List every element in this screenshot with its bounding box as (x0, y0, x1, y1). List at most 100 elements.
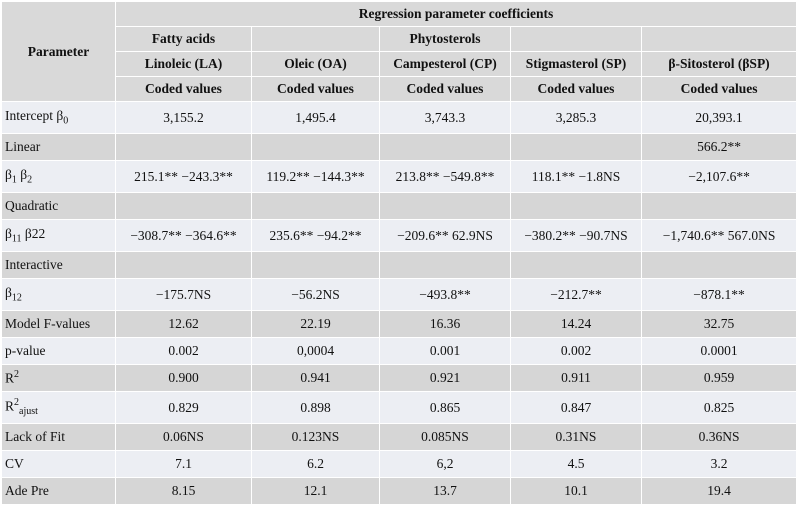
label-part: 2 (14, 369, 20, 381)
value-cell: −878.1** (640, 278, 797, 311)
row-label: CV (1, 450, 116, 478)
value-cell: 14.24 (510, 310, 642, 338)
label-part: β (5, 226, 12, 242)
value-cell (115, 133, 252, 161)
header-row: Fatty acids Phytosterols (2, 26, 797, 52)
label-part: β (16, 167, 28, 183)
table-row: R2 0.900 0.941 0.921 0.911 0.959 (1, 364, 797, 392)
value-cell: 4.5 (510, 450, 642, 478)
parameter-header: Parameter (1, 1, 116, 102)
value-cell: 0.002 (510, 337, 642, 365)
value-cell: −308.7** −364.6** (115, 219, 252, 252)
value-cell: 1,495.4 (251, 101, 380, 134)
header-row: Coded values Coded values Coded values Code… (2, 76, 797, 102)
row-label: β1 β2 (1, 160, 116, 193)
value-cell: 0.959 (640, 364, 797, 392)
label-part: Linear (5, 139, 41, 154)
value-cell: 215.1** −243.3** (115, 160, 252, 193)
value-cell: 0.898 (251, 391, 380, 424)
value-cell: 12.62 (115, 310, 252, 338)
row-label: R2ajust (1, 391, 116, 424)
label-part: 0 (63, 115, 69, 127)
row-label: Intercept β0 (1, 101, 116, 134)
table-row: β12 −175.7NS −56.2NS −493.8** −212.7** −878.1… (1, 278, 797, 311)
value-cell: 6.2 (251, 450, 380, 478)
value-cell: 0.825 (640, 391, 797, 424)
label-part: R (5, 398, 15, 414)
value-cell (510, 192, 642, 220)
row-label: p-value (1, 337, 116, 365)
label-part: β (5, 167, 12, 183)
column-header: Campesterol (CP) (379, 51, 511, 77)
unit-header: Coded values (115, 76, 252, 102)
value-cell: 0.085NS (379, 423, 511, 451)
value-cell (251, 192, 380, 220)
value-cell: −493.8** (379, 278, 511, 311)
label-part: β22 (21, 226, 46, 242)
row-label: R2 (1, 364, 116, 392)
value-cell: 119.2** −144.3** (251, 160, 380, 193)
value-cell: 0.001 (379, 337, 511, 365)
value-cell (510, 133, 642, 161)
row-label: Model F-values (1, 310, 116, 338)
value-cell: 22.19 (251, 310, 380, 338)
value-cell: 32.75 (640, 310, 797, 338)
label-part: Ade Pre (5, 483, 49, 498)
value-cell (115, 192, 252, 220)
value-cell: 0.941 (251, 364, 380, 392)
label-part: Model F-values (5, 316, 91, 331)
value-cell: 0.911 (510, 364, 642, 392)
value-cell: −56.2NS (251, 278, 380, 311)
value-cell (640, 251, 797, 279)
label-part: 12 (11, 292, 22, 304)
label-part: 11 (11, 233, 22, 245)
row-label: Linear (1, 133, 116, 161)
unit-header: Coded values (640, 76, 797, 102)
row-label: Ade Pre (1, 477, 116, 505)
column-header: β-Sitosterol (βSP) (640, 51, 797, 77)
table-row: β1 β2 215.1** −243.3** 119.2** −144.3** 213… (1, 160, 797, 193)
value-cell: 3.2 (640, 450, 797, 478)
table-row: Interactive (1, 251, 797, 279)
label-part: 2 (14, 397, 20, 409)
value-cell: 0.921 (379, 364, 511, 392)
table-row: Intercept β0 3,155.2 1,495.4 3,743.3 3,285.3… (1, 101, 797, 134)
value-cell: 20,393.1 (640, 101, 797, 134)
label-part: p-value (5, 343, 46, 358)
label-part: Lack of Fit (5, 429, 65, 444)
table-header: Parameter Regression parameter coefficie… (1, 1, 797, 102)
value-cell (510, 251, 642, 279)
column-header: Stigmasterol (SP) (510, 51, 642, 77)
value-cell: 13.7 (379, 477, 511, 505)
value-cell (251, 251, 380, 279)
value-cell: −380.2** −90.7NS (510, 219, 642, 252)
family-header (251, 26, 380, 52)
family-header (640, 26, 797, 52)
value-cell: −175.7NS (115, 278, 252, 311)
label-part: CV (5, 456, 24, 471)
value-cell: 16.36 (379, 310, 511, 338)
table-row: Lack of Fit 0.06NS 0.123NS 0.085NS 0.31NS 0.3… (1, 423, 797, 451)
label-part: ajust (19, 406, 38, 418)
value-cell: 0.0001 (640, 337, 797, 365)
value-cell (115, 251, 252, 279)
unit-header: Coded values (379, 76, 511, 102)
label-part: Quadratic (5, 198, 59, 213)
value-cell: 0.847 (510, 391, 642, 424)
label-part: 1 (11, 174, 17, 186)
value-cell: 10.1 (510, 477, 642, 505)
table-row: p-value 0.002 0,0004 0.001 0.002 0.0001 (1, 337, 797, 365)
value-cell (379, 133, 511, 161)
value-cell (379, 192, 511, 220)
value-cell: 3,285.3 (510, 101, 642, 134)
value-cell: 566.2** (640, 133, 797, 161)
value-cell: 0.31NS (510, 423, 642, 451)
value-cell: −209.6** 62.9NS (379, 219, 511, 252)
value-cell: 0.123NS (251, 423, 380, 451)
family-header (510, 26, 642, 52)
header-row: Parameter Regression parameter coefficie… (1, 1, 797, 102)
group-header: Regression parameter coefficients (114, 1, 797, 27)
table-row: CV 7.1 6.2 6,2 4.5 3.2 (1, 450, 797, 478)
